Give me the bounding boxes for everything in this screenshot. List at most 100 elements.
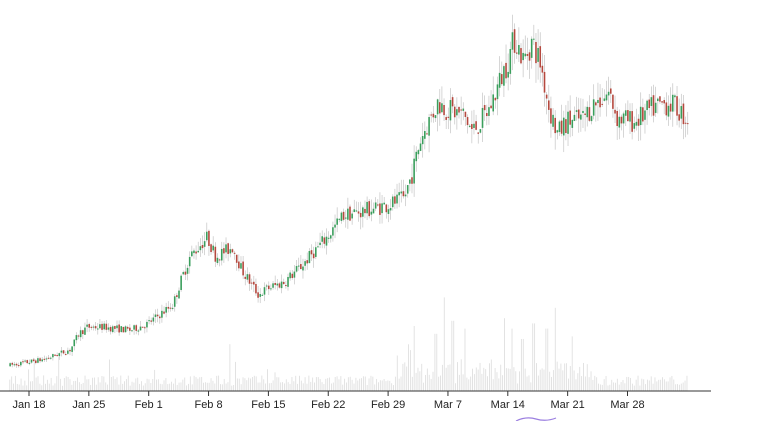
- volume-bar: [633, 385, 635, 391]
- candle: [462, 108, 465, 111]
- volume-bar: [583, 362, 584, 391]
- volume-bar: [567, 378, 569, 391]
- volume-bar: [28, 369, 30, 391]
- volume-bar: [304, 377, 306, 391]
- candle: [220, 248, 223, 261]
- candle: [84, 327, 86, 335]
- candle: [535, 41, 537, 64]
- candle: [686, 123, 689, 125]
- volume-bar: [50, 377, 52, 391]
- candle: [505, 62, 507, 79]
- volume-bar: [654, 377, 656, 391]
- volume-bar: [33, 358, 35, 391]
- candle: [246, 274, 249, 280]
- volume-bar: [677, 384, 678, 391]
- volume-bar: [289, 383, 291, 391]
- candle: [552, 114, 554, 127]
- candle: [122, 327, 125, 333]
- volume-bar: [297, 383, 299, 391]
- volume-bar: [276, 377, 278, 391]
- volume-bar: [626, 376, 628, 391]
- candle: [312, 253, 315, 259]
- volume-bar: [419, 371, 421, 391]
- volume-bar: [259, 382, 261, 391]
- volume-bar: [552, 370, 554, 391]
- candle: [530, 38, 533, 58]
- volume-bar: [199, 377, 201, 391]
- volume-bar: [509, 368, 511, 391]
- volume-bar: [663, 379, 665, 391]
- candle: [588, 107, 591, 121]
- candle: [637, 118, 640, 126]
- candle: [511, 32, 514, 50]
- volume-bar: [184, 377, 186, 391]
- candle: [225, 244, 227, 253]
- volume-bar: [436, 333, 438, 391]
- volume-bar: [346, 382, 347, 391]
- volume-bar: [302, 383, 304, 391]
- candle: [88, 324, 91, 328]
- volume-bar: [492, 379, 494, 391]
- candle: [92, 326, 95, 328]
- candle: [404, 194, 407, 197]
- volume-bar: [522, 338, 524, 391]
- volume-bar: [520, 339, 522, 391]
- volume-bar: [78, 382, 80, 391]
- volume-bar: [374, 384, 376, 391]
- volume-bar: [167, 384, 169, 391]
- volume-bar: [376, 378, 378, 391]
- volume-bar: [637, 375, 639, 391]
- candle: [342, 211, 345, 220]
- candle: [605, 94, 608, 101]
- candle: [295, 266, 298, 272]
- volume-bar: [566, 363, 568, 391]
- candle: [678, 114, 680, 121]
- candle: [413, 158, 415, 184]
- volume-bar: [534, 323, 536, 391]
- volume-bar: [71, 384, 73, 391]
- candle: [105, 323, 108, 330]
- volume-bar: [261, 375, 263, 391]
- candle: [500, 74, 503, 85]
- volume-bar: [278, 377, 280, 391]
- volume-bar: [92, 377, 93, 391]
- candle: [590, 116, 593, 122]
- volume-bar: [686, 375, 688, 391]
- candle: [197, 250, 200, 253]
- candle: [69, 349, 71, 352]
- candle: [667, 105, 670, 117]
- volume-bar: [455, 383, 457, 391]
- candle: [79, 330, 82, 338]
- volume-bar: [270, 382, 272, 391]
- volume-bar: [20, 378, 22, 391]
- volume-bar: [445, 367, 447, 391]
- volume-bar: [440, 375, 441, 391]
- candle: [9, 363, 11, 367]
- volume-bar: [69, 379, 71, 391]
- volume-bar: [430, 378, 432, 391]
- candle: [306, 260, 309, 264]
- volume-bar: [613, 382, 615, 391]
- candle: [255, 283, 257, 294]
- volume-bar: [624, 383, 626, 391]
- candle: [424, 131, 426, 139]
- candle: [289, 272, 291, 279]
- candle: [496, 84, 499, 100]
- candle: [71, 346, 73, 352]
- candle: [481, 107, 484, 128]
- volume-bar: [498, 378, 500, 391]
- volume-bar: [195, 377, 197, 391]
- candle: [676, 96, 678, 116]
- x-tick-label: Mar 7: [434, 399, 462, 411]
- candle: [77, 335, 80, 337]
- volume-bar: [362, 376, 364, 391]
- candle: [276, 283, 279, 286]
- volume-bar: [293, 381, 295, 391]
- candle: [304, 261, 306, 266]
- volume-bar: [171, 381, 173, 391]
- volume-bar: [615, 382, 616, 391]
- volume-bar: [125, 379, 127, 391]
- candle: [212, 245, 214, 251]
- candle: [26, 360, 29, 364]
- volume-bar: [127, 375, 129, 391]
